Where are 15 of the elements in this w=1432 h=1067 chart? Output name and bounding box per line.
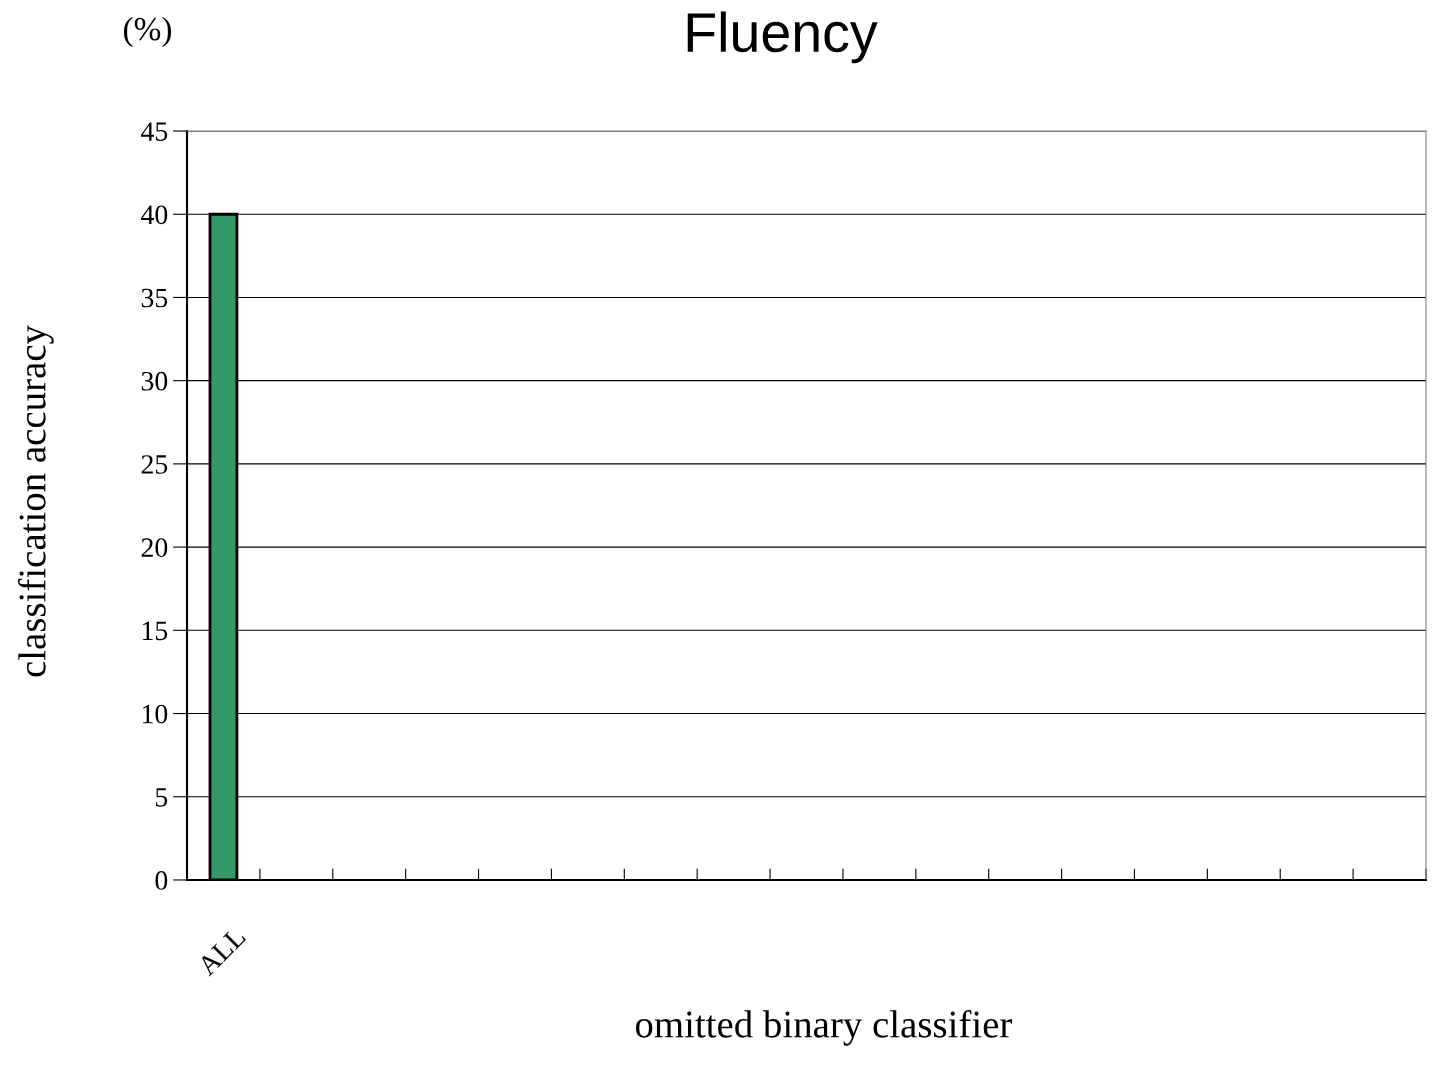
y-tick-label: 15	[142, 621, 168, 641]
chart-title: Fluency	[687, 11, 878, 64]
y-tick-label: 35	[141, 288, 168, 308]
y-tick-label: 20	[141, 538, 168, 558]
y-axis-title: classification accuracy	[17, 325, 54, 677]
text: (%)	[123, 16, 172, 48]
y-tick-label: 0	[155, 871, 168, 890]
x-axis-title: omitted binary classifier	[635, 1009, 1013, 1046]
y-tick-label: 40	[141, 205, 168, 225]
y-tick-label: 10	[142, 704, 168, 724]
y-tick-label: 30	[141, 371, 168, 391]
y-tick-label: 45	[141, 122, 168, 141]
y-tick-label: 5	[155, 788, 168, 807]
x-tick-label: ALL	[196, 926, 247, 977]
y-tick-label: 25	[141, 455, 168, 474]
